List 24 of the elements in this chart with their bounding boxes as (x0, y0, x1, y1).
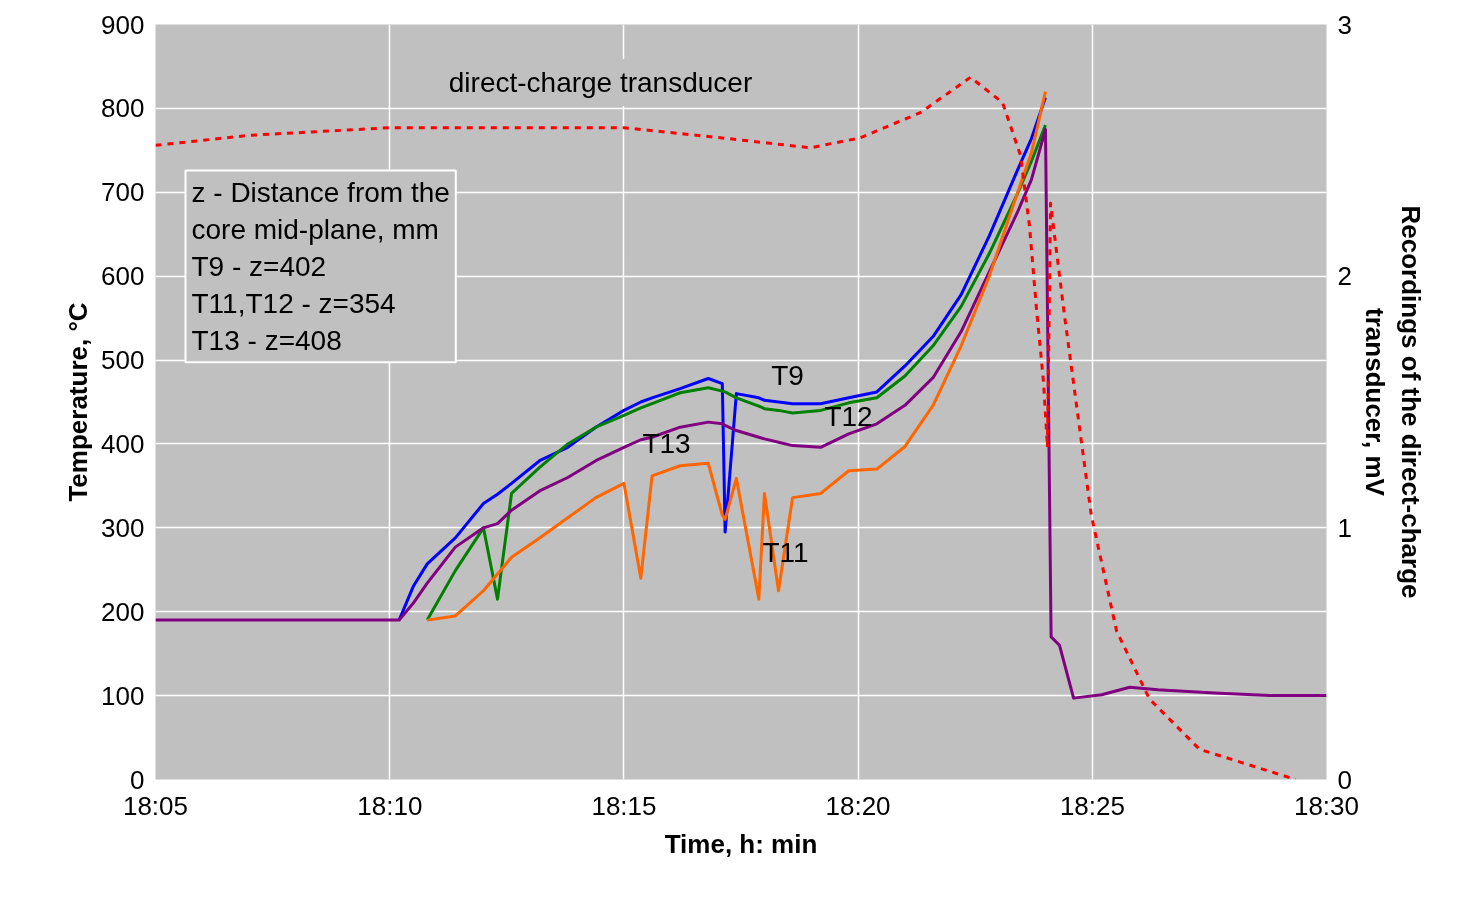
y-tick-label: 600 (101, 261, 145, 292)
y2-axis-title: Recordings of the direct-charge transducer, mV (1359, 205, 1426, 599)
y-tick-label: 400 (101, 428, 145, 459)
x-tick-label: 18:10 (357, 790, 423, 821)
annotation: direct-charge transducer (448, 67, 753, 98)
annotation: T12 (824, 401, 873, 432)
x-tick-label: 18:20 (825, 790, 891, 821)
y-tick-label: 800 (101, 93, 145, 124)
y2-tick-label: 2 (1337, 261, 1352, 292)
x-tick-label: 18:25 (1059, 790, 1125, 821)
annotation: z - Distance from the core mid-plane, mm T9 - z=402 T11,T12 - z=354 T13 - z=408 (191, 176, 450, 357)
x-axis-title: Time, h: min (664, 828, 818, 859)
y-axis-title: Temperature, °C (63, 302, 94, 502)
y2-tick-label: 3 (1337, 9, 1352, 40)
annotation: T13 (642, 428, 691, 459)
y-tick-label: 500 (101, 345, 145, 376)
y-tick-label: 700 (101, 177, 145, 208)
annotation: T9 (771, 360, 804, 391)
y-tick-label: 900 (101, 9, 145, 40)
y-tick-label: 300 (101, 512, 145, 543)
x-tick-label: 18:15 (591, 790, 657, 821)
y-tick-label: 100 (101, 680, 145, 711)
y-tick-label: 200 (101, 596, 145, 627)
y2-tick-label: 1 (1337, 512, 1352, 543)
